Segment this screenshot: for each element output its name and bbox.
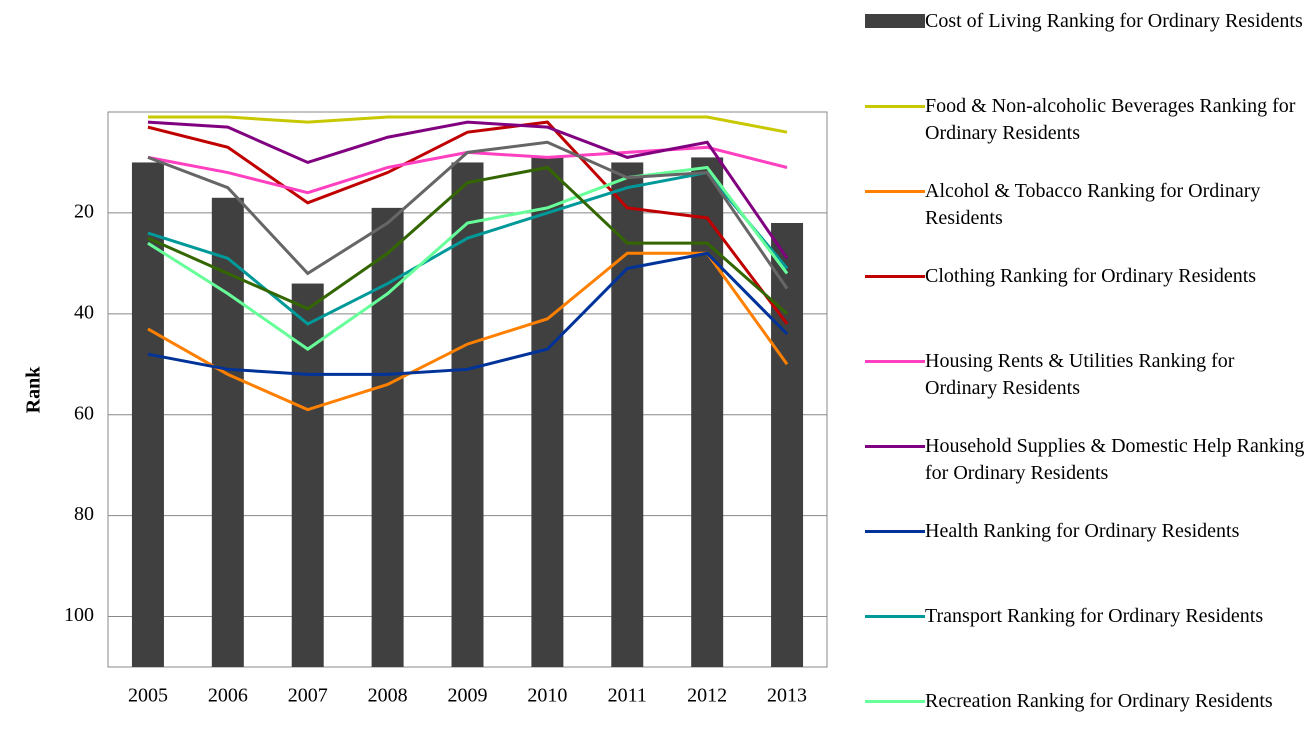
line [147, 120, 789, 260]
x-tick-label: 2013 [767, 685, 807, 707]
bar [771, 223, 804, 667]
legend-label: Housing Rents & Utilities Ranking for Or… [925, 350, 1235, 399]
x-tick-label: 2007 [288, 685, 328, 707]
line [147, 120, 789, 325]
x-tick-label: 2011 [608, 685, 647, 707]
bar [451, 162, 484, 668]
legend-swatch [865, 700, 925, 703]
x-tick-label: 2005 [128, 685, 168, 707]
line [147, 140, 789, 290]
chart: Rank 20 40 60 80 100 2005 2006 2007 2008 2009 2010… [23, 111, 828, 707]
line [147, 251, 789, 376]
legend-label: Recreation Ranking for Ordinary Resident… [925, 690, 1273, 712]
bar [131, 162, 164, 668]
y-axis-label: Rank [23, 366, 45, 414]
legend-label: Household Supplies & Domestic Help Ranki… [925, 435, 1305, 484]
bar [211, 197, 244, 668]
x-tick-label: 2009 [448, 685, 488, 707]
legend-label: Clothing Ranking for Ordinary Residents [925, 265, 1257, 287]
legend-label: Transport Ranking for Ordinary Residents [925, 605, 1264, 627]
legend-label: Health Ranking for Ordinary Residents [925, 520, 1240, 542]
legend-swatch [865, 615, 925, 618]
y-tick-label: 60 [74, 402, 94, 424]
x-tick-label: 2010 [527, 685, 567, 707]
bar [611, 162, 644, 668]
legend-label: Alcohol & Tobacco Ranking for Ordinary R… [925, 180, 1261, 229]
bar [531, 157, 564, 667]
legend-label: Food & Non-alcoholic Beverages Ranking f… [925, 95, 1296, 144]
y-tick-label: 80 [74, 503, 94, 525]
legend-swatch [865, 275, 925, 278]
line [147, 165, 789, 315]
legend-label: Cost of Living Ranking for Ordinary Resi… [925, 10, 1303, 32]
y-tick-label: 100 [64, 604, 94, 626]
legend-swatch [865, 445, 925, 448]
x-tick-label: 2008 [368, 685, 408, 707]
legend-swatch [865, 190, 925, 193]
legend-swatch [865, 14, 925, 28]
legend-swatch [865, 360, 925, 363]
x-tick-label: 2006 [208, 685, 248, 707]
legend-swatch [865, 530, 925, 533]
y-tick-label: 20 [74, 201, 94, 223]
y-tick-label: 40 [74, 301, 94, 323]
legend-swatch [865, 105, 925, 108]
line [147, 165, 789, 351]
line [147, 251, 789, 412]
x-tick-label: 2012 [687, 685, 727, 707]
line [147, 115, 788, 134]
line [147, 170, 789, 326]
